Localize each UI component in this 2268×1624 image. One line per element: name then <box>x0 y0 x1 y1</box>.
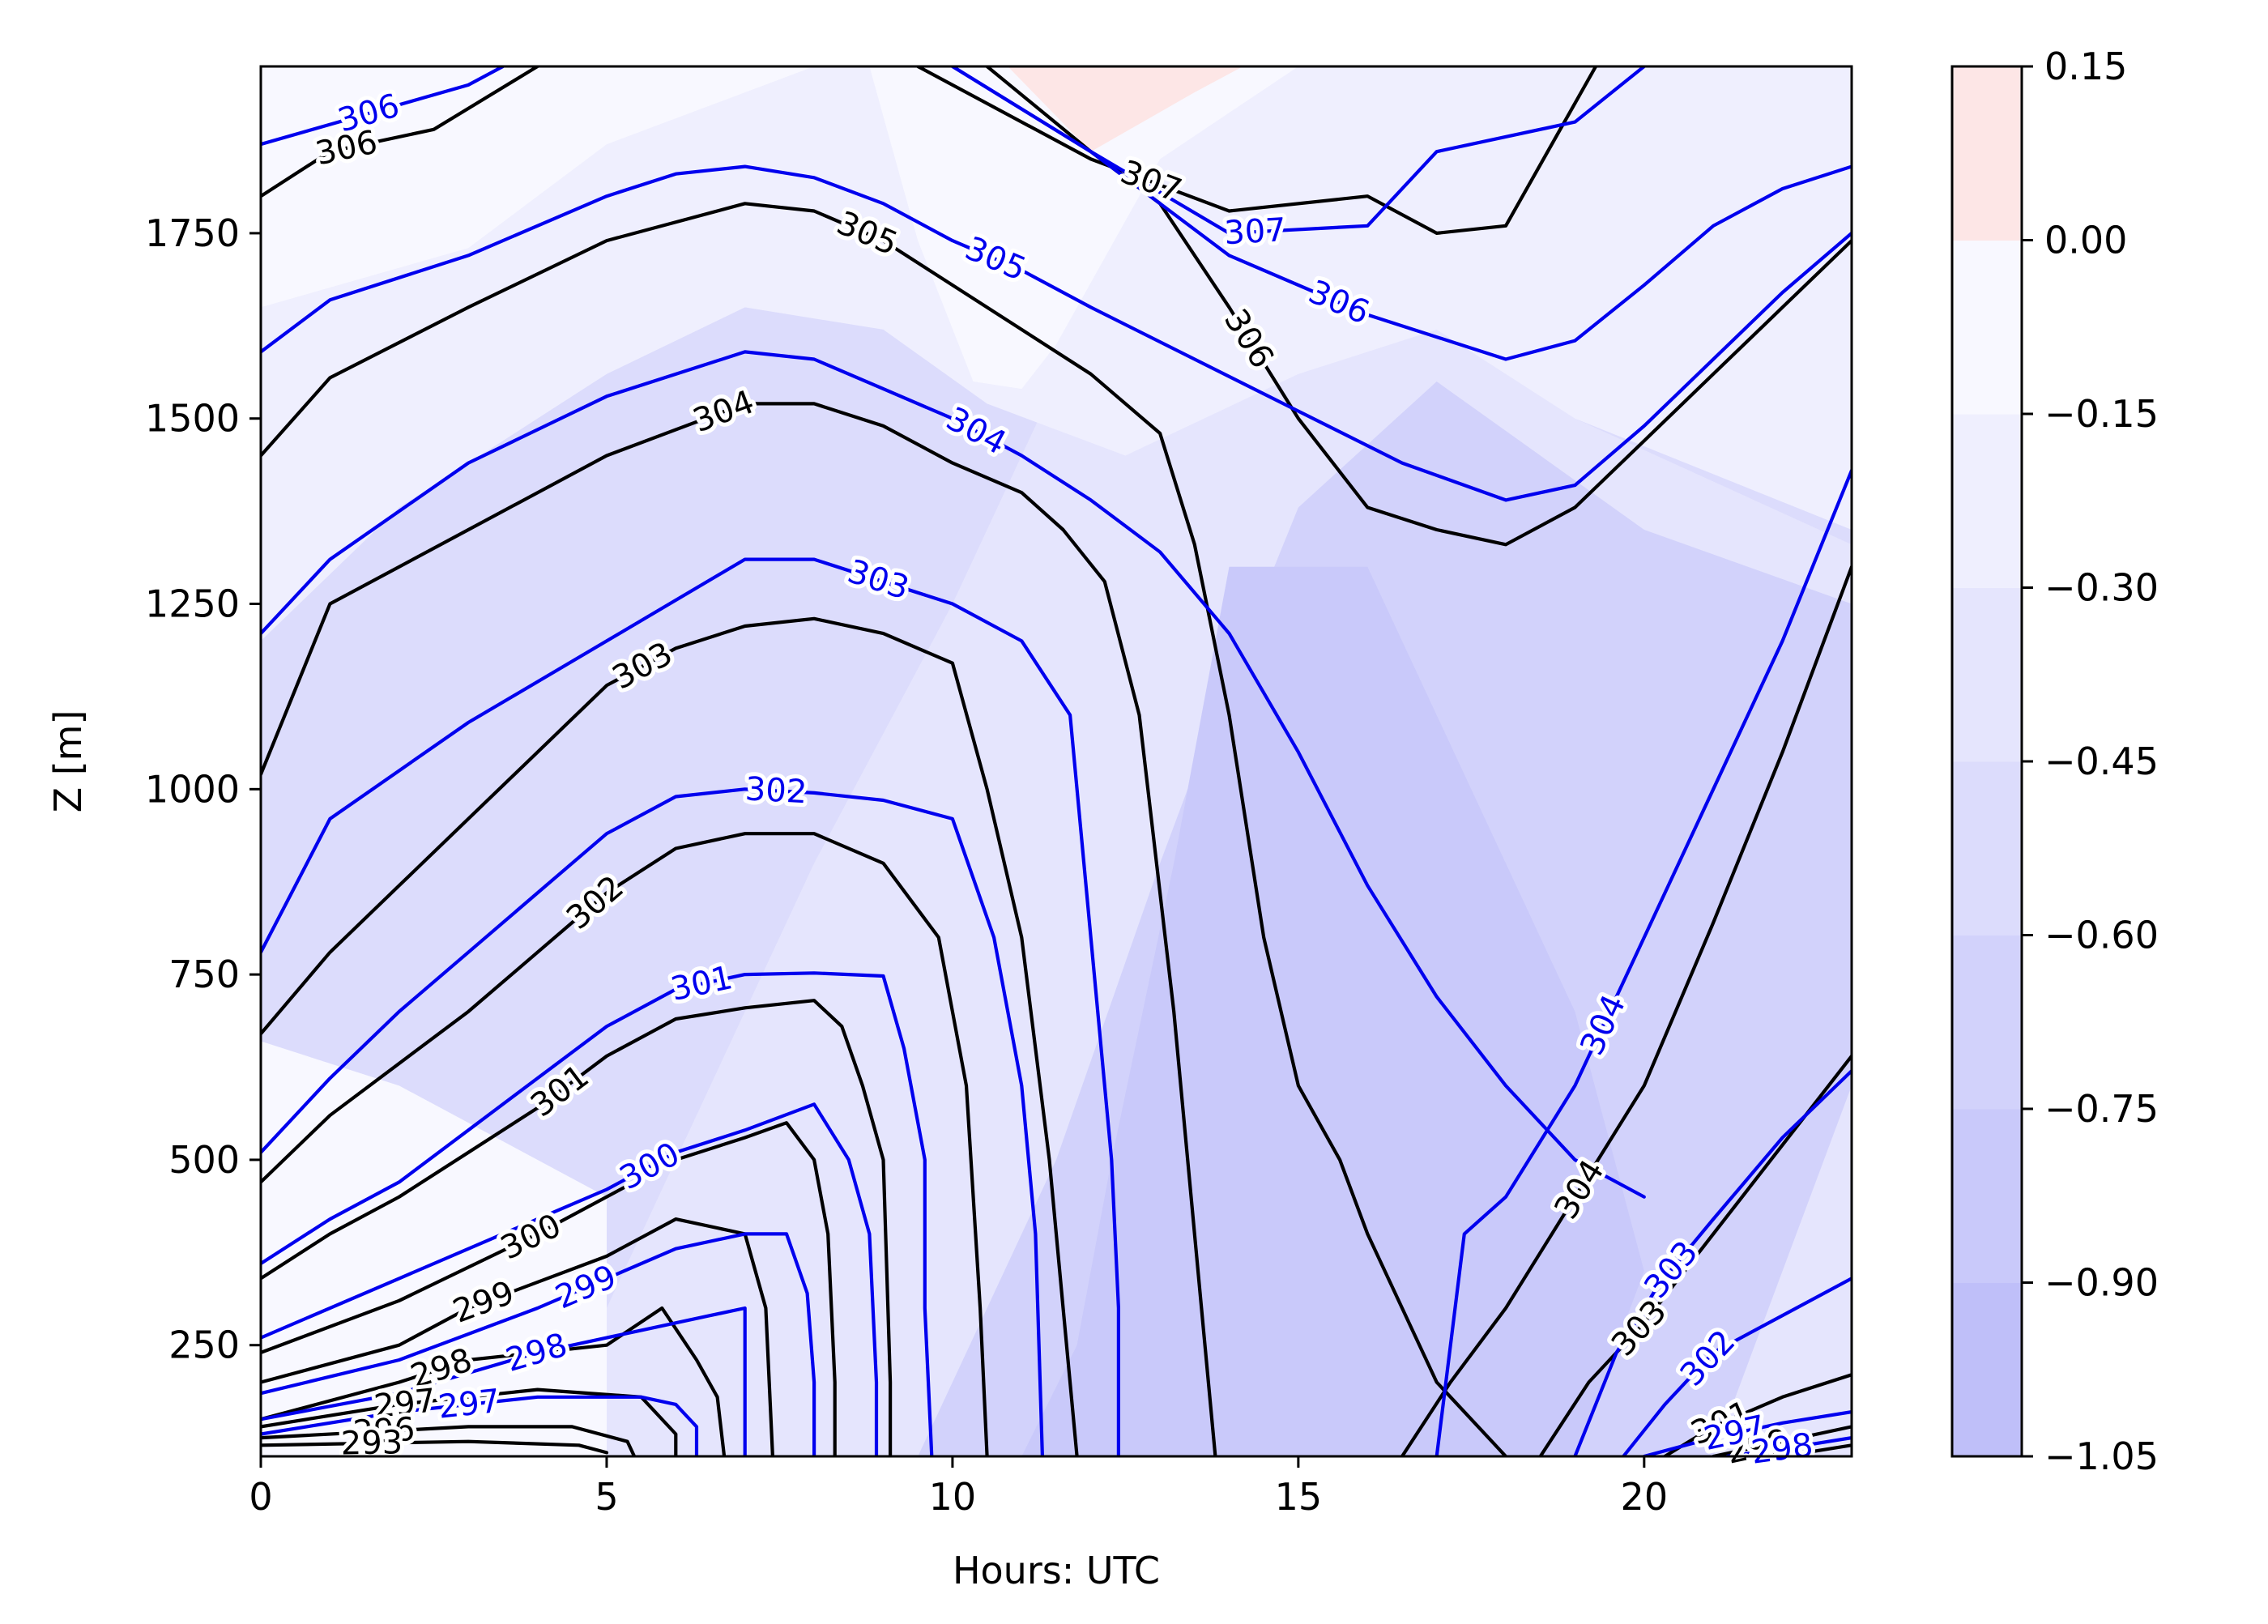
x-tick-label: 0 <box>249 1475 272 1519</box>
contour-line-1-3 <box>950 66 1852 361</box>
y-tick-label: 1250 <box>145 582 240 626</box>
fill-region-6 <box>869 66 1298 390</box>
contour-line-0-10 <box>261 1121 837 1456</box>
contour-line-1-13 <box>261 1306 747 1456</box>
colorbar-tick-label: −0.75 <box>2044 1087 2159 1131</box>
colorbar-segment <box>1952 1282 2022 1457</box>
x-tick-label: 20 <box>1621 1475 1669 1519</box>
x-tick-label: 5 <box>595 1475 618 1519</box>
contour-line-1-11 <box>261 1102 879 1456</box>
fill-region-5 <box>261 66 815 308</box>
contour-line-0-0 <box>261 66 539 198</box>
contour-line-0-12 <box>261 1306 727 1456</box>
y-tick-label: 1750 <box>145 211 240 255</box>
contour-line-1-6 <box>261 557 1120 1456</box>
colorbar-tick-label: −0.90 <box>2044 1261 2159 1305</box>
colorbar-tick-label: −0.45 <box>2044 740 2159 783</box>
contour-line-1-0 <box>261 66 505 147</box>
contour-line-0-16 <box>1663 1373 1852 1456</box>
colorbar-tick-label: −1.05 <box>2044 1434 2159 1478</box>
contour-line-1-10 <box>261 971 934 1456</box>
colorbar-tick-label: −0.15 <box>2044 392 2159 436</box>
contour-line-0-15 <box>261 1439 609 1455</box>
contour-line-1-2 <box>261 164 1852 502</box>
fill-region-3 <box>1021 566 1644 1456</box>
contour-line-1-5 <box>1435 468 1852 1456</box>
contour-label: 296 <box>352 1411 416 1451</box>
colorbar-segment <box>1952 414 2022 588</box>
contour-line-0-6 <box>261 616 1079 1456</box>
contour-line-layer <box>261 66 1852 1456</box>
x-axis-title: Hours: UTC <box>953 1549 1160 1592</box>
contour-label: 298 <box>1749 1426 1815 1472</box>
contour-line-1-9 <box>1622 1277 1852 1456</box>
colorbar-segment <box>1952 761 2022 936</box>
colorbar-tick-label: −0.30 <box>2044 566 2159 610</box>
contour-line-0-4 <box>261 402 1217 1456</box>
colorbar-segment <box>1952 66 2022 241</box>
x-tick-label: 15 <box>1275 1475 1323 1519</box>
colorbar-segment <box>1952 240 2022 415</box>
y-axis-title: Z [m] <box>46 710 90 813</box>
contour-line-0-17 <box>1712 1425 1852 1456</box>
y-tick-label: 500 <box>168 1138 240 1182</box>
plot-frame <box>259 65 1853 1458</box>
contour-line-0-5 <box>1400 565 1852 1456</box>
x-tick-label: 10 <box>929 1475 977 1519</box>
colorbar-segment <box>1952 935 2022 1110</box>
contour-line-1-7 <box>261 787 1044 1456</box>
y-tick-label: 1000 <box>145 767 240 811</box>
contour-line-0-8 <box>261 832 989 1456</box>
colorbar: −1.05 −0.90 −0.75 −0.60 −0.45 −0.30 −0.15 0.00 0… <box>1950 45 2159 1478</box>
colorbar-tick-label: −0.60 <box>2044 914 2159 957</box>
contour-line-1-12 <box>261 1232 816 1456</box>
contour-line-0-13 <box>261 1387 678 1456</box>
colorbar-segment <box>1952 587 2022 762</box>
colorbar-tick-label: 0.00 <box>2044 219 2127 262</box>
y-tick-label: 250 <box>168 1323 240 1367</box>
y-tick-label: 1500 <box>145 397 240 441</box>
contour-line-0-7 <box>1538 1054 1852 1456</box>
contour-line-0-9 <box>261 999 893 1456</box>
contour-line-1-4 <box>261 350 1646 1199</box>
contour-line-1-16 <box>1725 1436 1852 1456</box>
contour-line-1-15 <box>1642 1410 1852 1456</box>
contour-line-0-14 <box>261 1425 637 1456</box>
y-tick-label: 750 <box>168 953 240 996</box>
fill-region-8 <box>1008 66 1243 152</box>
contour-line-0-18 <box>1780 1443 1852 1456</box>
contour-line-0-3 <box>261 202 1508 1456</box>
contour-line-0-1 <box>916 66 1598 235</box>
contour-line-0-11 <box>261 1217 774 1456</box>
contour-line-1-8 <box>1573 1069 1852 1456</box>
contour-label: 302 <box>744 770 808 811</box>
colorbar-segment <box>1952 1109 2022 1283</box>
contour-line-1-14 <box>261 1395 699 1456</box>
fill-region-7 <box>261 1041 607 1456</box>
contour-label: 297 <box>437 1383 502 1426</box>
axis-layer: 0 5 10 15 20 250 500 750 1000 1250 1500 1750 <box>145 211 1668 1519</box>
contour-label: 307 <box>1223 211 1287 252</box>
colorbar-tick-label: 0.15 <box>2044 45 2127 88</box>
